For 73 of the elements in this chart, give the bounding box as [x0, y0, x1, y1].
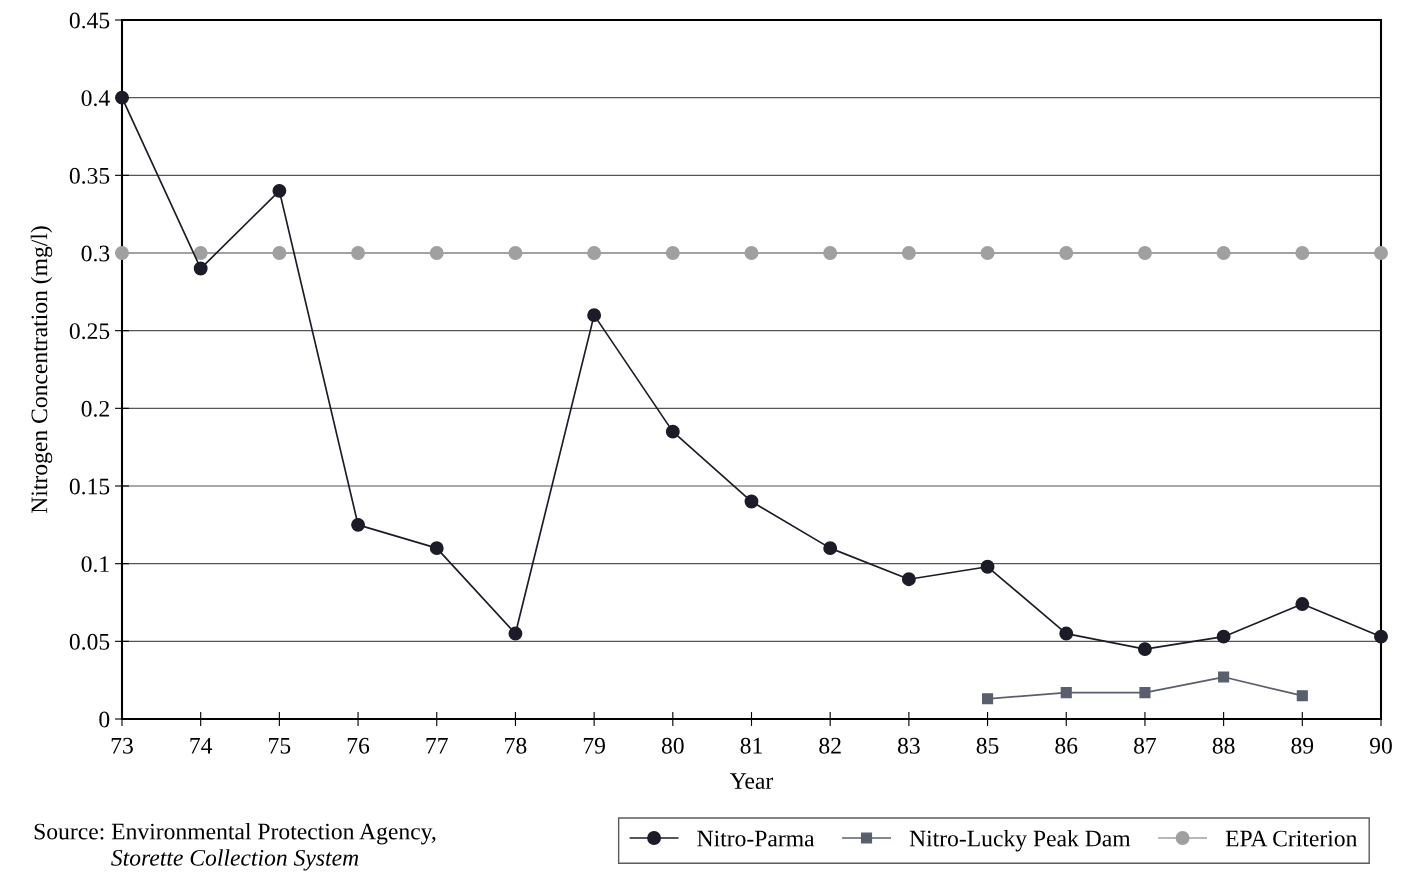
x-tick-label: 83: [897, 737, 920, 754]
point: [351, 246, 366, 260]
legend-label: Nitro-Lucky Peak Dam: [909, 829, 1131, 852]
point: [508, 246, 523, 260]
point: [980, 559, 995, 574]
y-tick-label: 0.2: [81, 400, 109, 417]
x-tick-label: 81: [740, 737, 762, 754]
y-axis-title: Nitrogen Concentration (mg/l): [30, 226, 53, 514]
point: [587, 246, 602, 260]
point: [901, 246, 916, 260]
x-tick-label: 73: [111, 737, 133, 754]
x-tick-label: 88: [1212, 737, 1235, 754]
point: [980, 246, 995, 260]
y-tick-label: 0: [99, 711, 110, 728]
point: [1216, 629, 1231, 644]
point: [665, 424, 680, 439]
x-tick-label: 86: [1055, 737, 1078, 754]
point: [1374, 246, 1388, 260]
text: Storette Collection System: [111, 849, 359, 871]
point: [1139, 687, 1151, 699]
x-tick-label: 79: [583, 737, 605, 754]
x-tick-label: 90: [1369, 737, 1392, 754]
x-tick-label: 76: [347, 737, 370, 754]
y-tick-label: 0.05: [69, 633, 110, 650]
x-tick-label: 74: [190, 737, 213, 754]
x-axis-title: Year: [730, 773, 774, 789]
point: [1295, 246, 1310, 260]
x-tick-label: 89: [1291, 737, 1314, 754]
point: [272, 246, 287, 260]
point: [115, 90, 129, 105]
point: [1060, 687, 1072, 699]
x-tick-label: 85: [976, 737, 999, 754]
point: [1137, 642, 1152, 657]
point: [744, 494, 759, 509]
point: [508, 626, 523, 641]
x-tick-label: 78: [505, 737, 527, 754]
point: [272, 183, 287, 198]
y-tick-label: 0.45: [69, 12, 110, 29]
legend-label: Nitro-Parma: [697, 830, 815, 847]
point: [1296, 690, 1308, 702]
point: [193, 261, 208, 276]
y-tick-label: 0.4: [81, 90, 110, 107]
point: [115, 246, 129, 260]
point: [429, 541, 444, 556]
point: [193, 246, 208, 260]
point: [901, 572, 916, 587]
point: [587, 308, 602, 323]
x-tick-label: 80: [661, 737, 684, 754]
point: [1374, 629, 1388, 644]
point: [1295, 597, 1310, 611]
x-tick-label: 75: [269, 737, 291, 754]
point: [351, 517, 366, 532]
point: [1059, 246, 1074, 260]
x-tick-label: 82: [819, 737, 841, 754]
y-tick-label: 0.25: [69, 323, 110, 340]
y-tick-label: 0.35: [69, 167, 110, 184]
point: [1216, 246, 1231, 260]
source-note: Source: Environmental Protection Agency,: [34, 822, 436, 845]
legend-label: EPA Criterion: [1225, 830, 1358, 847]
y-tick-label: 0.1: [81, 556, 109, 573]
point: [982, 693, 994, 705]
point: [1137, 246, 1152, 260]
point: [744, 246, 759, 260]
x-tick-label: 77: [426, 737, 448, 754]
point: [1059, 626, 1074, 641]
y-tick-label: 0.15: [69, 478, 110, 495]
point: [823, 541, 838, 556]
x-tick-label: 87: [1134, 737, 1157, 754]
point: [1218, 671, 1230, 683]
point: [665, 246, 680, 260]
y-tick-label: 0.3: [81, 245, 110, 262]
point: [823, 246, 838, 260]
point: [429, 246, 444, 260]
